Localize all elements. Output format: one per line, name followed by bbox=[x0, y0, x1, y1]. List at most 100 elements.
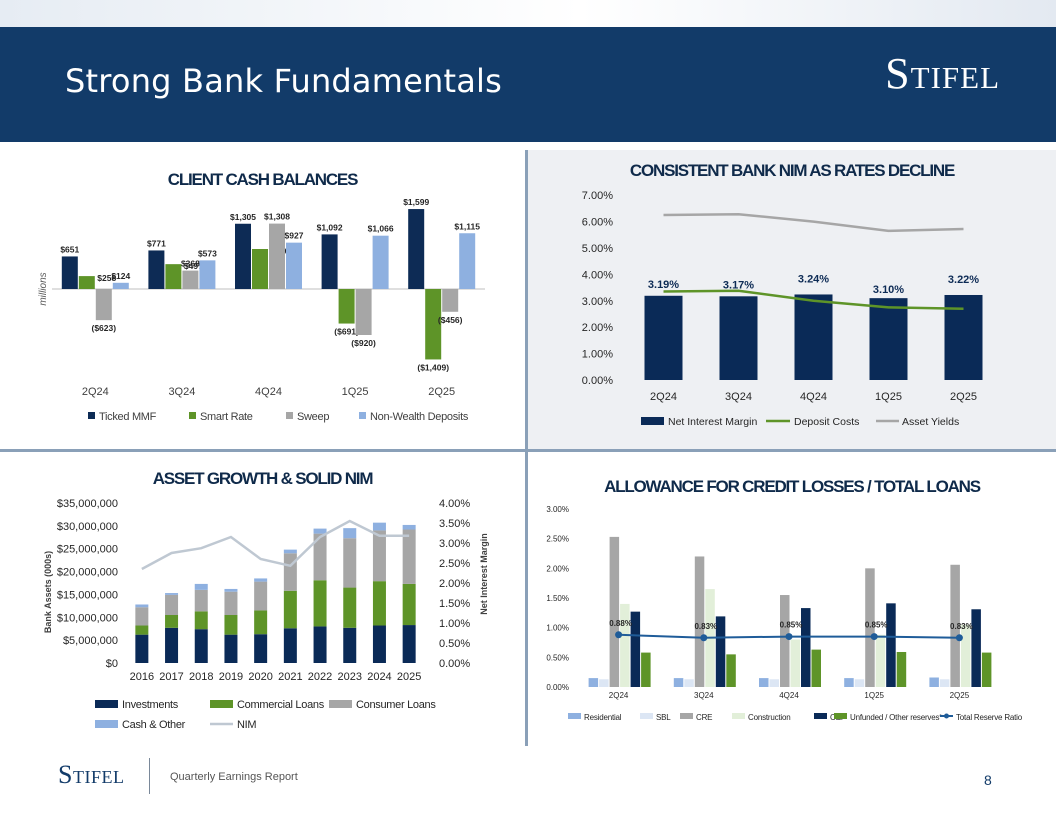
bar-investments-2017 bbox=[165, 627, 179, 663]
data-label: 0.85% bbox=[865, 621, 888, 630]
footer-separator bbox=[149, 758, 150, 794]
data-label: $927 bbox=[285, 231, 304, 241]
bar-commercial-loans-2024 bbox=[372, 581, 386, 626]
bar-c-i-2q24 bbox=[630, 611, 641, 687]
bar-consumer-loans-2016 bbox=[135, 607, 149, 626]
horizontal-divider bbox=[0, 449, 1056, 452]
data-label: $1,115 bbox=[454, 221, 480, 231]
bar-cash-other-2020 bbox=[254, 578, 268, 582]
x-tick-label: 2023 bbox=[338, 671, 362, 683]
bar-commercial-loans-2016 bbox=[135, 625, 149, 635]
data-label: 3.19% bbox=[648, 279, 679, 291]
stifel-logo-text: Stifel bbox=[885, 49, 1000, 98]
y-tick-label: 3.00% bbox=[546, 505, 569, 514]
bar-ticked-mmf-1q25 bbox=[321, 234, 338, 289]
y-tick-label: 1.00% bbox=[546, 624, 569, 633]
data-label: $573 bbox=[198, 248, 217, 258]
x-tick-label: 2017 bbox=[159, 671, 183, 683]
bar-ticked-mmf-2q25 bbox=[408, 209, 425, 289]
page-title: Strong Bank Fundamentals bbox=[65, 62, 503, 100]
legend-swatch bbox=[814, 713, 827, 719]
vertical-divider bbox=[525, 150, 528, 746]
y2-tick-label: 3.00% bbox=[439, 538, 470, 550]
data-label: $497 bbox=[184, 261, 203, 271]
data-label: $1,599 bbox=[403, 197, 429, 207]
legend-label: Consumer Loans bbox=[356, 699, 436, 711]
y-tick-label: $30,000,000 bbox=[57, 521, 118, 533]
bar-consumer-loans-2020 bbox=[254, 581, 268, 611]
bar-sbl-4q24 bbox=[769, 679, 779, 687]
bar-consumer-loans-2017 bbox=[165, 594, 179, 615]
bar-commercial-loans-2017 bbox=[165, 615, 179, 628]
bar-unfunded-other-reserves--1q25 bbox=[896, 651, 907, 687]
bank-nim-panel: CONSISTENT BANK NIM AS RATES DECLINE 0.0… bbox=[528, 150, 1056, 449]
bar-commercial-loans-2019 bbox=[224, 615, 238, 635]
bar-construction-2q24 bbox=[620, 603, 630, 687]
x-tick-label: 2021 bbox=[278, 671, 302, 683]
bar-consumer-loans-2024 bbox=[372, 530, 386, 582]
legend-label: Net Interest Margin bbox=[668, 416, 757, 428]
y-tick-label: 2.00% bbox=[546, 564, 569, 573]
y-tick-label: 5.00% bbox=[582, 243, 613, 255]
bar-investments-2022 bbox=[313, 626, 327, 663]
y-tick-label: 2.50% bbox=[546, 535, 569, 544]
bar-non-wealth-deposits-4q24 bbox=[286, 242, 302, 289]
bar-investments-2021 bbox=[283, 628, 297, 663]
marker-total-reserve-ratio bbox=[700, 634, 708, 642]
marker-total-reserve-ratio bbox=[870, 633, 878, 641]
bar-smart-rate-2q24 bbox=[78, 276, 95, 289]
y2-tick-label: 0.00% bbox=[439, 658, 470, 670]
x-tick-label: 1Q25 bbox=[875, 391, 902, 403]
bar-construction-2q25 bbox=[960, 624, 971, 687]
y-tick-label: $35,000,000 bbox=[57, 498, 118, 510]
bar-construction-1q25 bbox=[875, 634, 886, 687]
bar-smart-rate-4q24 bbox=[252, 249, 268, 289]
y-tick-label: 3.00% bbox=[582, 296, 613, 308]
data-label: 0.88% bbox=[609, 619, 632, 628]
bar-cash-other-2023 bbox=[343, 528, 357, 539]
bar-unfunded-other-reserves--3q24 bbox=[726, 654, 736, 687]
data-label: 3.22% bbox=[948, 274, 979, 286]
y-tick-label: 1.50% bbox=[546, 594, 569, 603]
y2-tick-label: 2.00% bbox=[439, 578, 470, 590]
chart-title: ALLOWANCE FOR CREDIT LOSSES / TOTAL LOAN… bbox=[604, 477, 981, 496]
bar-residential-2q24 bbox=[588, 678, 599, 687]
client-cash-balances-chart: millions $651 $258 ($623) $124 2Q24 $771 $497$3… bbox=[38, 197, 485, 423]
data-label: 3.24% bbox=[798, 273, 829, 285]
bar-non-wealth-deposits-1q25 bbox=[372, 235, 389, 289]
y2-tick-label: 2.50% bbox=[439, 558, 470, 570]
bar-sbl-1q25 bbox=[854, 679, 865, 687]
x-tick-label: 2020 bbox=[248, 671, 272, 683]
chart-title: CONSISTENT BANK NIM AS RATES DECLINE bbox=[629, 161, 955, 180]
y2-axis-label: Net Interest Margin bbox=[479, 533, 489, 615]
data-label: $1,305 bbox=[230, 212, 256, 222]
bar-investments-2023 bbox=[343, 627, 357, 663]
y-axis-label: millions bbox=[38, 272, 49, 305]
y2-tick-label: 1.50% bbox=[439, 598, 470, 610]
header-bar bbox=[0, 27, 1056, 142]
legend-swatch bbox=[189, 412, 196, 419]
top-gradient-strip bbox=[0, 0, 1056, 27]
y2-tick-label: 1.00% bbox=[439, 618, 470, 630]
y-tick-label: $15,000,000 bbox=[57, 589, 118, 601]
bar-unfunded-other-reserves--4q24 bbox=[811, 649, 821, 687]
legend-label: Unfunded / Other reserves* bbox=[850, 713, 942, 722]
footer-report-label: Quarterly Earnings Report bbox=[170, 771, 298, 783]
x-tick-label: 3Q24 bbox=[694, 691, 714, 700]
bar-c-i-4q24 bbox=[801, 608, 811, 687]
data-label: 0.85% bbox=[780, 621, 803, 630]
y-tick-label: $0 bbox=[106, 658, 118, 670]
bar-sweep-3q24 bbox=[182, 270, 199, 289]
x-tick-label: 2Q25 bbox=[428, 386, 455, 398]
bar-c-i-2q25 bbox=[971, 609, 981, 687]
bar-cash-other-2021 bbox=[283, 549, 297, 554]
x-tick-label: 2Q24 bbox=[650, 391, 677, 403]
bar-investments-2020 bbox=[254, 634, 268, 663]
marker-total-reserve-ratio bbox=[785, 633, 793, 641]
x-tick-label: 2022 bbox=[308, 671, 332, 683]
y-tick-label: 0.00% bbox=[582, 375, 613, 387]
bar-non-wealth-deposits-2q25 bbox=[459, 233, 476, 289]
bar-commercial-loans-2025 bbox=[402, 583, 416, 626]
data-label: ($1,409) bbox=[417, 362, 449, 372]
footer-logo-text: Stifel bbox=[58, 760, 125, 789]
